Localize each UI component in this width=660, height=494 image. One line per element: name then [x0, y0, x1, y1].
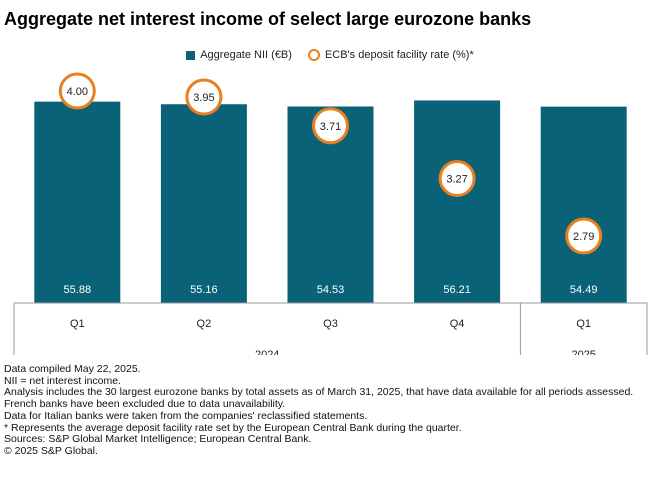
legend-circle-swatch [307, 49, 320, 61]
note-sources: Sources: S&P Global Market Intelligence;… [4, 433, 312, 446]
footnotes: Data compiled May 22, 2025. NII = net in… [4, 363, 656, 458]
rate-circle [185, 78, 223, 116]
legend-item-rate: ECB's deposit facility rate (%)* [307, 49, 474, 61]
note-italian-banks: Data for Italian banks were taken from t… [4, 409, 368, 422]
rate-label: 4.00 [67, 86, 88, 98]
rate-circle [565, 217, 603, 255]
x-tick-label: Q4 [450, 318, 465, 330]
nii-bar-label: 55.88 [64, 284, 92, 296]
note-date: Data compiled May 22, 2025. [4, 363, 141, 375]
rate-circle [58, 72, 96, 110]
legend-rate-label: ECB's deposit facility rate (%)* [324, 49, 474, 61]
nii-bar [160, 104, 247, 303]
rate-circle [312, 107, 349, 145]
note-analysis-scope: Analysis includes the 30 largest eurozon… [4, 386, 634, 411]
nii-bar-label: 55.16 [190, 284, 218, 296]
note-nii-definition: NII = net interest income. [4, 374, 122, 387]
year-label: 2024 [255, 349, 279, 355]
rate-circle [438, 159, 476, 197]
nii-bar [540, 106, 627, 303]
x-tick-label: Q1 [70, 318, 85, 330]
nii-bar-label: 56.21 [443, 284, 471, 296]
note-rate-definition: * Represents the average deposit facilit… [4, 421, 462, 434]
nii-bar-label: 54.53 [317, 284, 345, 296]
bar-chart: 55.88 4.00 55.16 3.95 54.53 3.71 56.21 3.27 54.4… [13, 72, 648, 355]
x-tick-label: Q3 [323, 318, 338, 330]
note-copyright: © 2025 S&P Global. [4, 444, 98, 457]
x-tick-label: Q2 [197, 318, 212, 330]
legend-item-nii: Aggregate NII (€B) [186, 49, 292, 61]
legend-nii-label: Aggregate NII (€B) [200, 49, 292, 61]
chart-legend: Aggregate NII (€B) ECB's deposit facilit… [0, 46, 660, 64]
rate-label: 2.79 [573, 231, 594, 243]
legend-bar-swatch [186, 50, 196, 60]
nii-bar [34, 101, 121, 303]
rate-label: 3.27 [446, 173, 467, 185]
year-label: 2025 [571, 349, 595, 355]
chart-title: Aggregate net interest income of select … [4, 9, 532, 29]
nii-bar-label: 54.49 [570, 284, 598, 296]
x-tick-label: Q1 [576, 318, 591, 330]
nii-bar [414, 100, 501, 304]
rate-label: 3.95 [193, 92, 214, 104]
rate-label: 3.71 [320, 121, 341, 133]
